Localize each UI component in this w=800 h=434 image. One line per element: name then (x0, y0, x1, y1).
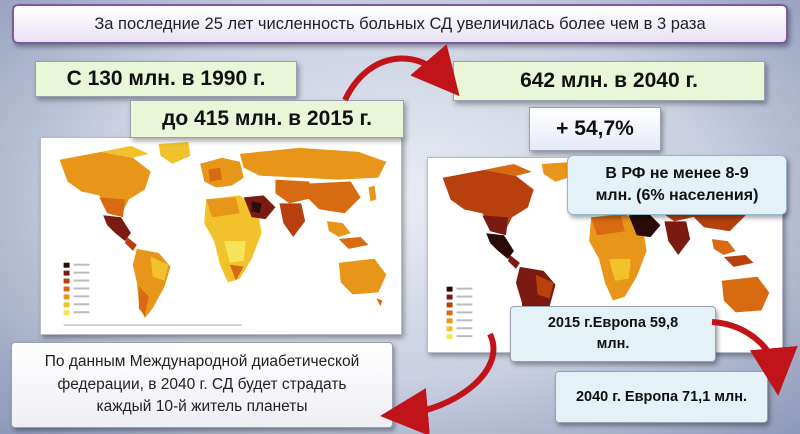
stat-1990-box: С 130 млн. в 1990 г. (35, 61, 297, 97)
idf-note-line-1: По данным Международной диабетической (44, 353, 360, 371)
map-legend (63, 262, 90, 316)
increase-box: + 54,7% (529, 107, 661, 151)
idf-note-line-3: каждый 10-й житель планеты (96, 398, 308, 416)
europe-2040-text: 2040 г. Европа 71,1 млн. (575, 389, 748, 405)
idf-note-box: По данным Международной диабетической фе… (11, 342, 393, 428)
europe-2015-box: 2015 г.Европа 59,8 млн. (510, 306, 716, 362)
arrow-2015-to-2040 (342, 44, 460, 102)
russia-line-2: млн. (6% населения) (595, 187, 759, 204)
stat-2040-box: 642 млн. в 2040 г. (453, 61, 765, 101)
headline-text: За последние 25 лет численность больных … (94, 14, 706, 33)
idf-note-line-2: федерации, в 2040 г. СД будет страдать (57, 375, 347, 393)
europe-2015-line-2: млн. (596, 336, 630, 352)
stat-2040-text: 642 млн. в 2040 г. (520, 69, 698, 92)
stat-1990-text: С 130 млн. в 1990 г. (66, 67, 266, 90)
world-map-2015 (40, 137, 402, 335)
stat-2015-box: до 415 млн. в 2015 г. (130, 100, 404, 138)
stat-2015-text: до 415 млн. в 2015 г. (162, 107, 372, 130)
europe-2015-line-1: 2015 г.Европа 59,8 (547, 314, 679, 331)
world-map-2015-graphic (41, 138, 401, 334)
russia-line-1: В РФ не менее 8-9 (605, 165, 749, 183)
increase-text: + 54,7% (556, 117, 634, 140)
europe-2040-box: 2040 г. Европа 71,1 млн. (555, 371, 768, 423)
headline-box: За последние 25 лет численность больных … (12, 4, 788, 44)
russia-info-box: В РФ не менее 8-9 млн. (6% населения) (567, 155, 787, 215)
